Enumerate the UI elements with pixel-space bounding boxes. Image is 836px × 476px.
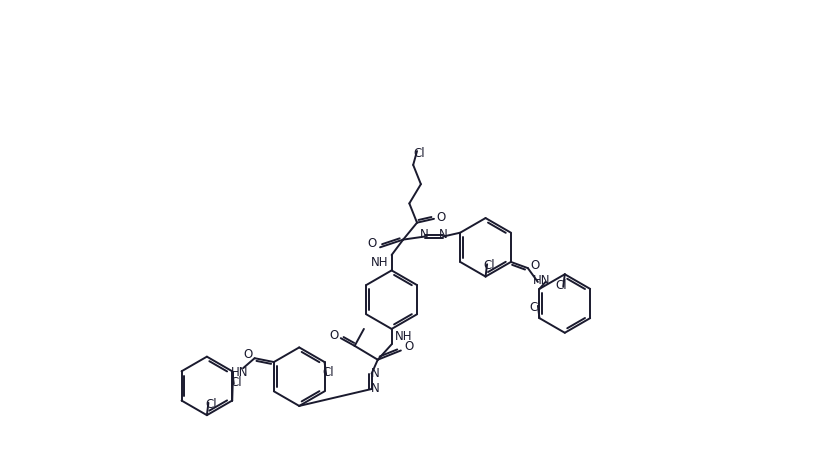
- Text: Cl: Cl: [322, 367, 334, 379]
- Text: NH: NH: [394, 330, 411, 343]
- Text: Cl: Cl: [554, 278, 566, 291]
- Text: HN: HN: [230, 366, 247, 378]
- Text: HN: HN: [533, 274, 550, 287]
- Text: N: N: [420, 228, 429, 241]
- Text: Cl: Cl: [205, 398, 217, 411]
- Text: O: O: [436, 211, 445, 224]
- Text: O: O: [529, 258, 538, 271]
- Text: O: O: [404, 340, 413, 353]
- Text: N: N: [438, 228, 447, 241]
- Text: Cl: Cl: [413, 147, 425, 160]
- Text: O: O: [367, 237, 376, 250]
- Text: O: O: [329, 329, 338, 342]
- Text: N: N: [370, 367, 380, 380]
- Text: N: N: [370, 383, 380, 396]
- Text: Cl: Cl: [483, 259, 495, 272]
- Text: Cl: Cl: [529, 301, 541, 314]
- Text: Cl: Cl: [230, 376, 242, 388]
- Text: O: O: [242, 348, 252, 361]
- Text: NH: NH: [371, 256, 389, 269]
